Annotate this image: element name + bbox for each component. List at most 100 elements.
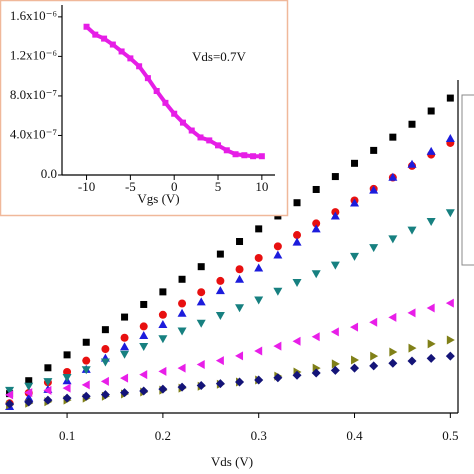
marker (350, 198, 360, 207)
marker (254, 296, 264, 305)
marker (293, 231, 302, 240)
marker (101, 345, 110, 354)
marker (273, 287, 283, 296)
marker (331, 173, 339, 181)
marker (197, 288, 206, 297)
marker (446, 94, 454, 102)
plot-area (83, 23, 265, 160)
marker (254, 263, 264, 272)
marker (139, 322, 148, 331)
marker (369, 317, 378, 327)
marker (407, 356, 417, 366)
marker (351, 355, 360, 365)
marker (408, 343, 417, 353)
marker (258, 153, 265, 160)
marker (426, 146, 436, 155)
marker (179, 119, 186, 126)
marker (139, 370, 148, 380)
y-tick-label: 1.6x10⁻⁶ (10, 8, 57, 23)
marker (139, 386, 149, 396)
marker (254, 375, 264, 385)
marker (100, 358, 110, 367)
marker (427, 107, 435, 115)
marker (250, 153, 257, 160)
marker (100, 390, 110, 400)
marker (120, 342, 130, 351)
marker (158, 384, 168, 394)
marker (350, 252, 360, 261)
marker (24, 393, 34, 402)
x-axis-label: Vds (V) (211, 454, 253, 469)
marker (223, 147, 230, 154)
legend-box (461, 94, 474, 266)
marker (254, 253, 263, 262)
marker (446, 335, 455, 345)
marker (178, 275, 186, 283)
marker (196, 360, 205, 370)
marker (83, 23, 90, 30)
marker (388, 312, 397, 322)
marker (82, 356, 91, 365)
marker (330, 261, 340, 270)
marker (426, 217, 436, 226)
marker (140, 300, 148, 308)
marker (171, 110, 178, 117)
marker (81, 380, 90, 390)
marker (196, 381, 206, 391)
marker (215, 379, 225, 389)
marker (369, 361, 379, 371)
marker (24, 382, 34, 391)
annotation: Vds=0.7V (192, 49, 247, 64)
marker (426, 303, 435, 313)
marker (92, 31, 99, 38)
marker (5, 390, 14, 400)
marker (312, 219, 321, 228)
marker (254, 346, 263, 356)
marker (427, 339, 436, 349)
marker (81, 366, 91, 375)
marker (197, 263, 205, 271)
marker (139, 330, 149, 339)
x-tick-label: 0.4 (346, 428, 363, 443)
marker (232, 151, 239, 158)
marker (100, 376, 109, 386)
marker (120, 333, 129, 342)
marker (235, 274, 245, 283)
marker (101, 35, 108, 42)
y-tick-label: 1.2x10⁻⁶ (10, 47, 57, 62)
marker (235, 304, 245, 313)
marker (177, 308, 187, 317)
marker (177, 363, 186, 373)
marker (388, 235, 398, 244)
marker (351, 159, 359, 167)
marker (216, 250, 224, 258)
marker (369, 244, 379, 253)
chart-1: -10 -5 0 5 10 0.0 4.0x10⁻⁷ 8.0x10⁻⁷ 1.2x10⁻⁶ 1.6x… (0, 0, 289, 217)
y-tick-label: 0.0 (41, 166, 57, 181)
marker (177, 382, 187, 392)
marker (389, 133, 397, 141)
marker (215, 311, 225, 320)
y-tick-label: 4.0x10⁻⁷ (10, 126, 57, 141)
marker (196, 297, 206, 306)
marker (388, 172, 398, 181)
marker (407, 226, 417, 235)
marker (81, 391, 91, 401)
marker (178, 299, 187, 308)
marker (293, 199, 301, 207)
marker (24, 388, 33, 398)
marker (5, 386, 15, 395)
marker (407, 159, 417, 168)
marker (43, 395, 53, 405)
marker (5, 399, 15, 409)
marker (445, 209, 455, 218)
marker (177, 327, 187, 336)
inset-frame (0, 0, 289, 217)
x-tick-label: 0 (171, 179, 178, 194)
x-tick-label: 0.1 (59, 428, 75, 443)
marker (136, 63, 143, 70)
marker (63, 351, 71, 359)
x-tick-label: 0.2 (155, 428, 171, 443)
x-tick-label: 0.3 (251, 428, 267, 443)
